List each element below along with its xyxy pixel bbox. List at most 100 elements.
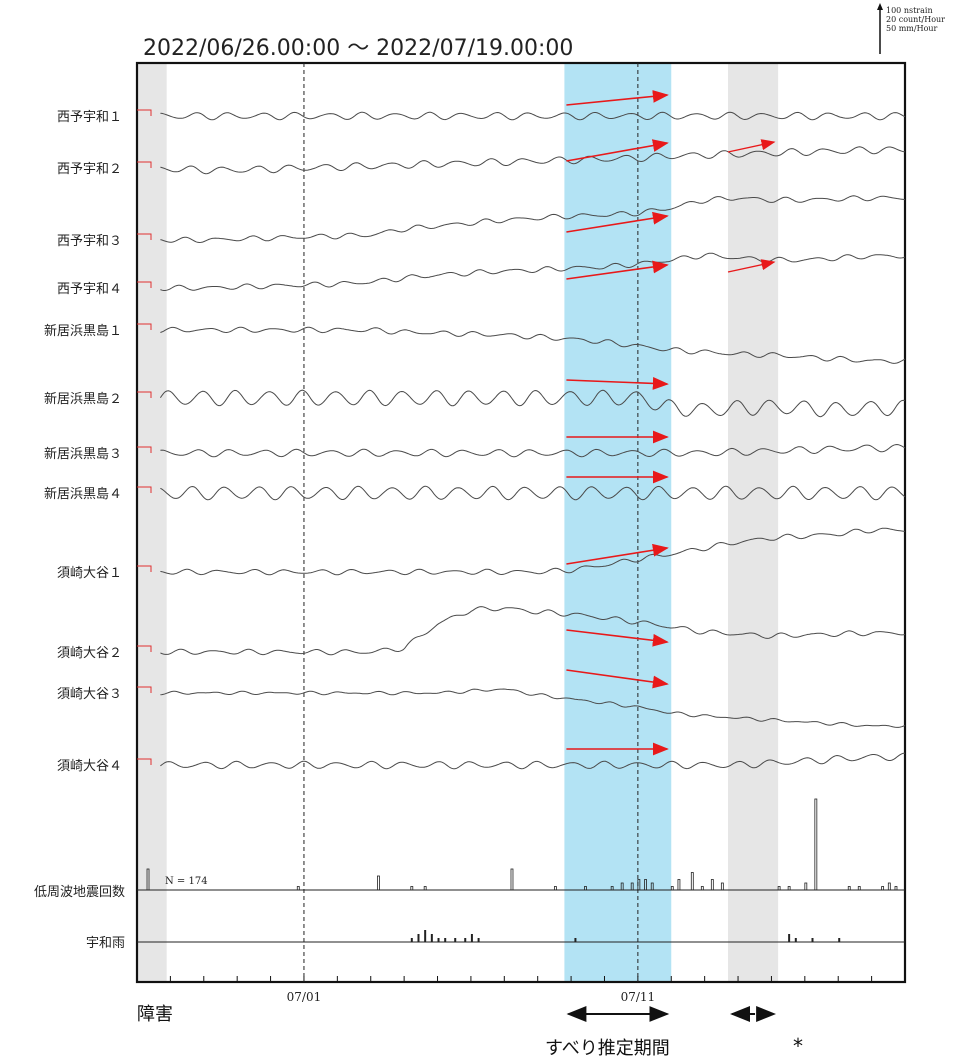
- rain-bar: [470, 934, 473, 942]
- lfe-bar: [146, 868, 150, 891]
- lfe-bar: [637, 879, 641, 891]
- strain-trace: [160, 606, 906, 656]
- offset-tick: [137, 686, 152, 693]
- offset-tick: [137, 161, 152, 168]
- lfe-bar: [650, 882, 654, 891]
- series-label: 西予宇和１: [57, 110, 122, 125]
- lfe-bar: [377, 875, 380, 891]
- rain-bar: [437, 938, 440, 942]
- lfe-bar: [677, 879, 681, 891]
- lfe-bar: [847, 886, 851, 891]
- offset-tick: [137, 565, 152, 572]
- asterisk-label: *: [793, 1034, 803, 1058]
- lfe-bar: [814, 798, 818, 891]
- lfe-bar: [710, 879, 714, 891]
- slip-arrow: [566, 211, 669, 233]
- rain-bar: [417, 934, 420, 942]
- series-label: 新居浜黒島１: [44, 323, 122, 339]
- rain-bar: [477, 938, 480, 942]
- rain-bar: [794, 938, 797, 942]
- offset-tick: [137, 486, 152, 493]
- scale-count: 20 count/Hour: [886, 15, 946, 24]
- lfe-bar: [423, 886, 427, 891]
- strain-trace: [160, 752, 905, 770]
- series-label: 須崎大谷１: [57, 566, 122, 581]
- x-tick-label: 07/01: [287, 990, 322, 1004]
- gray-band-arrow: [727, 259, 776, 273]
- lfe-bar: [881, 886, 885, 891]
- series-label: 新居浜黒島３: [44, 446, 122, 462]
- offset-tick: [137, 391, 152, 398]
- lfe-bar: [700, 886, 704, 891]
- rain-label: 宇和雨: [86, 936, 125, 951]
- lfe-bar: [787, 886, 791, 891]
- plot-frame: [135, 61, 907, 984]
- scale-rain: 50 mm/Hour: [886, 24, 938, 33]
- rain-bar: [430, 934, 433, 942]
- failure-label: 障害: [137, 1004, 173, 1025]
- offset-tick: [137, 323, 152, 330]
- strain-trace: [160, 443, 906, 458]
- strain-trace: [160, 688, 906, 728]
- lfe-total-label: N = 174: [165, 876, 208, 887]
- lfe-bar: [644, 879, 647, 891]
- lfe-bar: [510, 868, 514, 891]
- rain-bar: [444, 938, 447, 942]
- rain-bar: [788, 934, 791, 942]
- strain-trace: [160, 195, 906, 244]
- strain-trace: [160, 146, 906, 175]
- rain-bar: [811, 938, 814, 942]
- slip-arrow: [566, 260, 669, 280]
- lfe-bar: [777, 886, 781, 891]
- slip-arrow: [566, 377, 669, 390]
- lfe-bar: [620, 882, 624, 891]
- rain-bar: [838, 938, 841, 942]
- lfe-bar: [857, 886, 861, 891]
- lfe-label: 低周波地震回数: [34, 885, 125, 900]
- shaded-period-1: [137, 63, 167, 982]
- rain-bar: [574, 938, 577, 942]
- offset-tick: [137, 758, 152, 765]
- lfe-bar: [804, 882, 808, 891]
- x-tick-label: 07/11: [621, 990, 656, 1004]
- slip-arrow: [566, 90, 669, 106]
- strain-trace: [159, 389, 906, 418]
- series-label: 須崎大谷２: [57, 646, 122, 661]
- lfe-bar: [296, 886, 300, 891]
- offset-tick: [137, 645, 152, 652]
- lfe-bar: [584, 886, 587, 891]
- shaded-period-3: [728, 63, 779, 982]
- gray-band-arrow: [727, 139, 776, 153]
- scale-strain: 100 nstrain: [886, 6, 933, 15]
- lfe-bar: [670, 886, 674, 891]
- strain-trace: [160, 111, 906, 121]
- slip-arrow: [566, 139, 669, 162]
- slip-arrow: [566, 669, 669, 689]
- lfe-bar: [610, 886, 614, 891]
- series-label: 西予宇和３: [57, 234, 122, 249]
- strain-trace: [160, 485, 906, 501]
- lfe-bar: [553, 886, 557, 891]
- offset-tick: [137, 233, 152, 240]
- series-label: 須崎大谷３: [57, 687, 122, 702]
- series-label: 新居浜黒島４: [44, 486, 122, 502]
- lfe-bar: [894, 886, 898, 891]
- slip-period-label: すべり推定期間: [545, 1038, 670, 1059]
- strain-trace: [160, 252, 906, 291]
- lfe-bar: [690, 872, 694, 891]
- rain-bar: [464, 938, 467, 942]
- lfe-bar: [410, 886, 414, 891]
- rain-bar: [424, 930, 427, 942]
- strain-trace: [160, 326, 906, 364]
- slip-arrow: [566, 543, 669, 565]
- series-label: 新居浜黒島２: [44, 391, 122, 407]
- lfe-bar: [887, 882, 891, 891]
- offset-tick: [137, 281, 152, 288]
- lfe-bar: [630, 882, 634, 891]
- lfe-bar: [720, 882, 724, 891]
- series-label: 西予宇和４: [57, 282, 122, 297]
- rain-bar: [454, 938, 457, 942]
- scale-arrow-icon: [877, 3, 883, 54]
- series-label: 須崎大谷４: [57, 759, 122, 774]
